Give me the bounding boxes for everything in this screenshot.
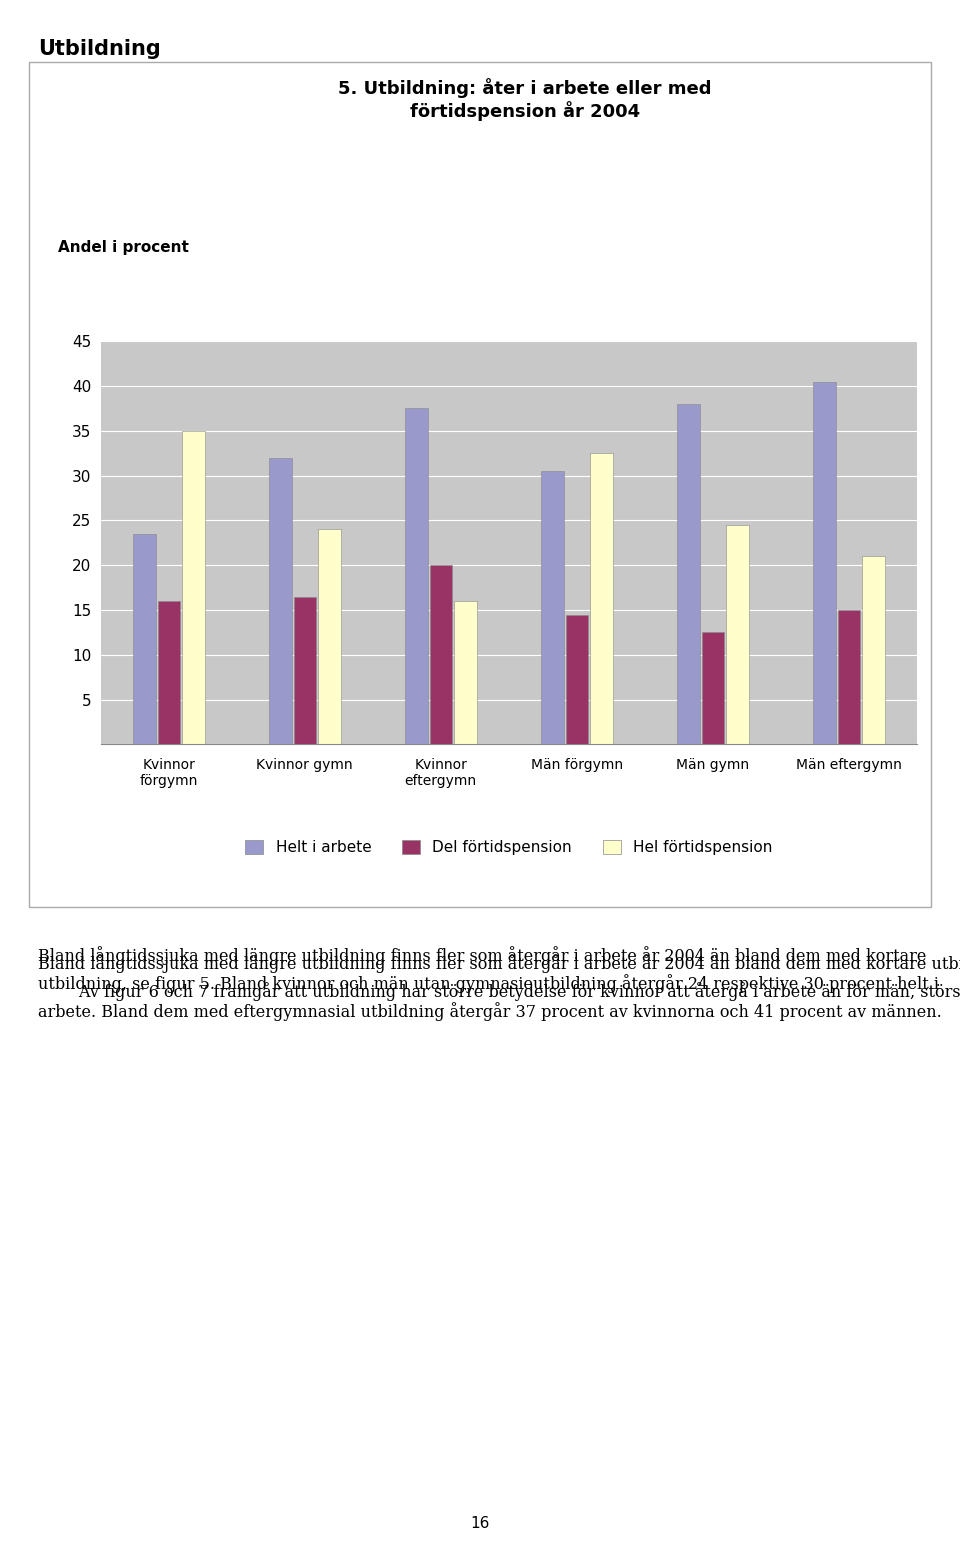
Bar: [405, 408, 427, 744]
Bar: [813, 382, 835, 744]
Text: Bland långtidssjuka med längre utbildning finns fler som återgår i arbete år 200: Bland långtidssjuka med längre utbildnin…: [38, 954, 960, 1002]
Bar: [541, 472, 564, 744]
Bar: [862, 557, 884, 744]
Bar: [837, 610, 860, 744]
Bar: [565, 614, 588, 744]
Bar: [677, 403, 700, 744]
Bar: [294, 597, 316, 744]
Bar: [702, 633, 724, 744]
Bar: [269, 458, 292, 744]
Bar: [318, 529, 341, 744]
Bar: [726, 524, 749, 744]
Bar: [590, 453, 612, 744]
Text: Andel i procent: Andel i procent: [58, 240, 188, 256]
Text: Bland långtidssjuka med längre utbildning finns fler som återgår i arbete år 200: Bland långtidssjuka med längre utbildnin…: [38, 946, 942, 1021]
Text: 5. Utbildning: åter i arbete eller med
förtidspension år 2004: 5. Utbildning: åter i arbete eller med f…: [338, 78, 712, 121]
Bar: [182, 431, 204, 744]
Bar: [133, 534, 156, 744]
Legend: Helt i arbete, Del förtidspension, Hel förtidspension: Helt i arbete, Del förtidspension, Hel f…: [237, 833, 780, 862]
Text: 16: 16: [470, 1515, 490, 1531]
Text: Utbildning: Utbildning: [38, 39, 161, 59]
Bar: [157, 602, 180, 744]
Bar: [429, 565, 452, 744]
Bar: [454, 602, 476, 744]
